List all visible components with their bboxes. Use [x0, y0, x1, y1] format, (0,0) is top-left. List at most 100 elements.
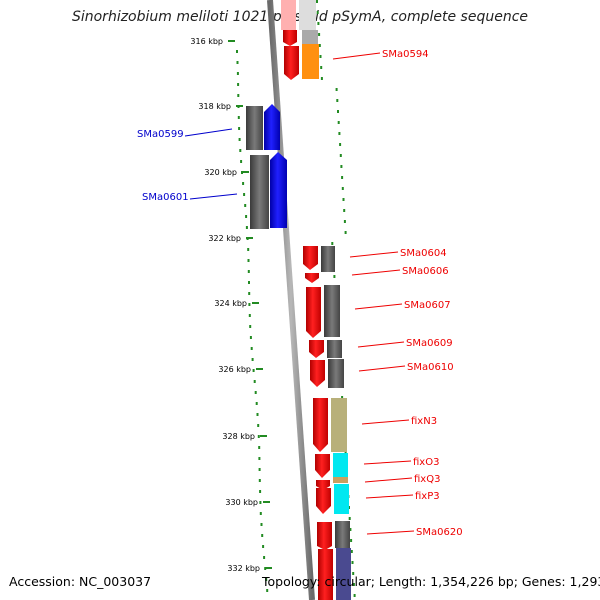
gene-label[interactable]: fixN3 — [411, 416, 437, 427]
tick-label: 320 kbp — [204, 168, 237, 177]
trace-dot — [249, 336, 252, 339]
gc-block — [250, 155, 269, 229]
trace-dot — [316, 0, 318, 3]
scale-ticks: 316 kbp 318 kbp 320 kbp 322 kbp 324 kbp 326 k… — [190, 37, 272, 573]
tick-label: 332 kbp — [227, 564, 260, 573]
gene-label[interactable]: SMa0610 — [407, 362, 454, 373]
trace-dot — [341, 396, 344, 399]
trace-dot — [262, 545, 265, 548]
gene-label[interactable]: SMa0606 — [402, 266, 449, 277]
trace-dot — [265, 578, 268, 581]
gene-label[interactable]: SMa0599 — [137, 129, 184, 140]
trace-dot — [341, 187, 344, 190]
trace-dot — [344, 451, 347, 454]
gene-label[interactable]: SMa0620 — [416, 527, 463, 538]
trace-dot — [243, 193, 246, 196]
trace-dot — [258, 479, 261, 482]
trace-dot — [338, 132, 341, 135]
orange-cds-block — [302, 44, 319, 79]
gene-features — [246, 0, 351, 600]
trace-dot — [320, 66, 323, 69]
trace-dot — [259, 490, 262, 493]
gc-block — [302, 30, 318, 44]
tick-label: 328 kbp — [222, 432, 255, 441]
trace-dot — [317, 22, 320, 25]
trace-dot — [247, 270, 250, 273]
gene-labels-right: SMa0594 SMa0604 SMa0606 SMa0607 SMa0609 … — [382, 49, 463, 538]
trace-dot — [343, 209, 346, 212]
cyan-block — [334, 484, 349, 514]
trace-dot — [352, 572, 355, 575]
gene-label[interactable]: SMa0594 — [382, 49, 429, 60]
topology-summary: Topology: circular; Length: 1,354,226 bp… — [262, 574, 600, 589]
trace-dot — [245, 226, 248, 229]
trace-dot — [259, 501, 262, 504]
gene-label[interactable]: SMa0604 — [400, 248, 447, 259]
trace-dot — [248, 292, 251, 295]
gc-block — [246, 106, 263, 150]
gene-label[interactable]: SMa0601 — [142, 192, 189, 203]
trace-dot — [351, 561, 354, 564]
forward-cds-arrow — [317, 522, 332, 550]
trace-dot — [245, 215, 248, 218]
gc-block — [324, 285, 340, 337]
trace-dot — [238, 138, 241, 141]
trace-dot — [350, 539, 353, 542]
trace-dot — [240, 160, 243, 163]
gene-label[interactable]: fixO3 — [413, 457, 439, 468]
trace-dot — [253, 380, 256, 383]
trace-dot — [252, 369, 255, 372]
tick-label: 324 kbp — [214, 299, 247, 308]
trace-dot — [339, 143, 342, 146]
gc-block — [327, 340, 342, 358]
trace-dot — [349, 528, 352, 531]
gc-block — [335, 521, 350, 548]
gc-block — [321, 246, 335, 272]
trace-dot — [258, 446, 261, 449]
trace-dot — [237, 83, 240, 86]
trace-dot — [237, 116, 240, 119]
gene-labels-left: SMa0599 SMa0601 — [137, 129, 189, 203]
label-leaders — [184, 52, 415, 535]
trace-dot — [257, 435, 260, 438]
forward-cds-arrow — [305, 273, 319, 283]
tick-label: 326 kbp — [218, 365, 251, 374]
trace-dot — [353, 594, 356, 597]
gene-label[interactable]: SMa0609 — [406, 338, 453, 349]
reverse-cds-arrow — [264, 104, 280, 150]
trace-dot — [320, 77, 323, 80]
gene-label[interactable]: fixQ3 — [414, 474, 440, 485]
accession-text: Accession: NC_003037 — [9, 574, 152, 589]
forward-cds-arrow — [306, 287, 321, 338]
forward-cds-arrow — [313, 398, 328, 452]
gene-label[interactable]: SMa0607 — [404, 300, 451, 311]
sequence-backbone — [267, 0, 315, 600]
trace-dot — [331, 242, 334, 245]
trace-dot — [247, 248, 250, 251]
trace-dot — [236, 72, 239, 75]
gene-label[interactable]: fixP3 — [415, 491, 440, 502]
trace-dot — [254, 391, 257, 394]
trace-dot — [316, 11, 319, 14]
forward-cds-arrow — [316, 480, 330, 490]
trace-dot — [350, 550, 353, 553]
forward-cds-block — [318, 549, 333, 600]
trace-dot — [337, 110, 339, 113]
trace-dot — [258, 468, 261, 471]
trace-dot — [249, 325, 252, 328]
trace-dot — [318, 44, 321, 47]
trace-dot — [236, 50, 238, 53]
trace-dot — [333, 275, 336, 278]
trace-dot — [248, 314, 251, 317]
trace-dot — [319, 55, 322, 58]
trace-dot — [242, 182, 245, 185]
trace-dot — [341, 176, 344, 179]
tick-label: 322 kbp — [208, 234, 241, 243]
trace-dot — [255, 402, 258, 405]
trace-dot — [318, 33, 321, 36]
tick-label: 318 kbp — [198, 102, 231, 111]
reverse-cds-arrow — [270, 152, 287, 228]
trace-dot — [337, 121, 340, 124]
trace-dot — [251, 358, 254, 361]
